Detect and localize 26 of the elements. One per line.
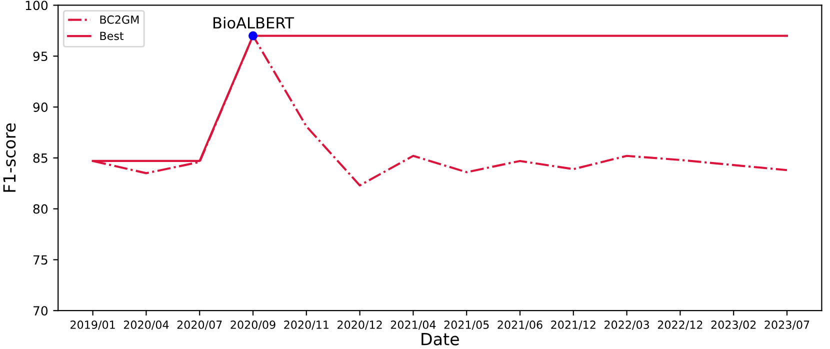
- x-tick-label: 2022/12: [658, 320, 702, 330]
- x-tick-label: 2021/12: [551, 320, 596, 330]
- x-tick-label: 2020/07: [177, 320, 222, 330]
- x-tick-label: 2019/01: [70, 320, 115, 330]
- x-tick-label: 2023/07: [764, 320, 810, 330]
- annotation: BioALBERT: [214, 16, 294, 29]
- x-tick-label: 2021/06: [498, 320, 542, 330]
- y-axis-title: F1-score: [3, 123, 16, 192]
- x-axis-title: Date: [422, 332, 459, 346]
- y-tick-label: 80: [33, 204, 48, 214]
- x-tick-label: 2020/04: [124, 320, 169, 330]
- y-tick-label: 75: [33, 255, 48, 265]
- y-tick-label: 90: [33, 102, 48, 112]
- legend-label: BC2GM: [100, 15, 139, 24]
- y-tick-label: 85: [33, 153, 48, 163]
- y-tick-label: 70: [33, 306, 48, 316]
- x-tick-label: 2021/04: [390, 320, 436, 330]
- x-tick-label: 2023/02: [711, 320, 756, 330]
- y-tick-label: 95: [33, 52, 48, 62]
- x-tick-label: 2020/11: [284, 320, 328, 330]
- y-tick-label: 100: [26, 0, 48, 10]
- x-tick-label: 2020/12: [338, 320, 382, 330]
- x-tick-label: 2020/09: [230, 320, 276, 330]
- x-tick-label: 2022/03: [604, 320, 649, 330]
- x-tick-label: 2021/05: [444, 320, 489, 330]
- legend-label: Best: [100, 32, 124, 40]
